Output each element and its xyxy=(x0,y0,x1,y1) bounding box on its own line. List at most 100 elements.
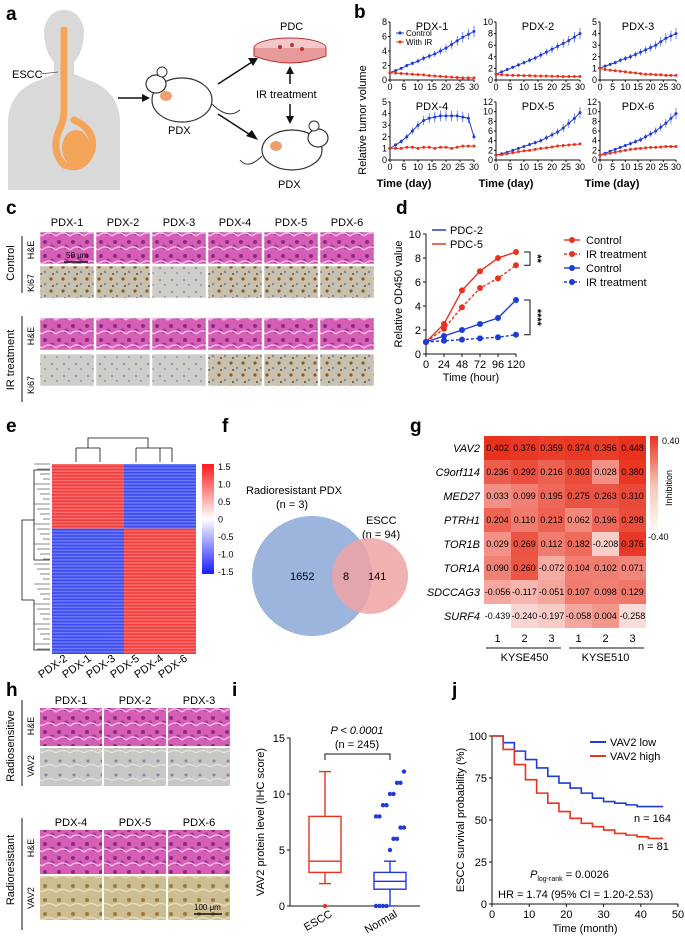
b-point-ir xyxy=(410,72,414,76)
b-point-control xyxy=(533,56,537,60)
b-point-ir xyxy=(649,145,653,149)
b-xtick-label: 15 xyxy=(427,162,437,172)
b-point-control xyxy=(669,34,673,38)
pdc-label: PDC xyxy=(280,21,303,33)
h-micrograph-image xyxy=(40,708,102,746)
b-point-control xyxy=(623,144,627,147)
g-heat-value: 0.298 xyxy=(621,515,644,525)
g-scale-bot: -0.40 xyxy=(648,532,669,542)
d-series-line xyxy=(425,334,517,343)
e-heatmap-stripe xyxy=(52,644,196,647)
e-scale-tick: -1.0 xyxy=(218,550,234,560)
h-micrograph-image xyxy=(104,748,166,786)
j-ylabel: ESCC survival probability (%) xyxy=(455,748,467,892)
b-point-control xyxy=(544,136,548,140)
h-col-label: PDX-6 xyxy=(183,817,215,829)
c-micrograph-image xyxy=(207,231,263,265)
b-point-control xyxy=(422,119,426,123)
b-ytick-label: 8 xyxy=(488,29,493,39)
b-point-ir xyxy=(608,151,612,155)
e-heatmap-stripe xyxy=(52,521,196,523)
b-point-control xyxy=(633,140,637,144)
b-line-control xyxy=(389,30,475,74)
b-point-control xyxy=(444,46,448,50)
g-heat-cell xyxy=(511,532,538,556)
b-point-ir xyxy=(450,75,454,79)
b-point-control xyxy=(561,126,565,130)
e-heatmap-stripe xyxy=(52,492,196,495)
b-point-ir xyxy=(578,142,582,146)
b-point-control xyxy=(623,57,627,61)
pdx-label-2: PDX xyxy=(278,179,301,191)
b-point-control xyxy=(433,52,437,56)
c-micrograph-image xyxy=(207,317,263,351)
b-point-ir xyxy=(633,71,637,75)
b-xtick-label: 25 xyxy=(455,82,465,92)
b-point-ir xyxy=(644,72,648,76)
j-km-curve xyxy=(492,735,664,840)
b-point-ir xyxy=(466,144,470,148)
b-point-control xyxy=(572,116,576,120)
d-point xyxy=(513,297,519,303)
h-col-label: PDX-5 xyxy=(119,817,151,829)
e-heatmap-stripe xyxy=(52,650,196,653)
b-point-control xyxy=(544,50,548,54)
b-point-control xyxy=(466,116,470,120)
e-heatmap-stripe xyxy=(52,555,196,558)
e-heatmap-cell xyxy=(172,528,196,654)
b-subplot-title: PDX-3 xyxy=(622,21,654,33)
b-point-ir xyxy=(628,147,632,151)
g-gene-label: TOR1B xyxy=(444,539,480,551)
b-xtick-label: 20 xyxy=(547,82,557,92)
g-rep-label: 3 xyxy=(548,633,554,645)
e-heatmap-stripe xyxy=(52,464,196,466)
h-row-he-1: H&E xyxy=(26,717,36,736)
b-point-control xyxy=(628,55,632,59)
b-point-control xyxy=(405,135,409,139)
b-point-control xyxy=(450,42,454,46)
panel-c: Control IR treatment H&E Ki67 H&E Ki67 P… xyxy=(5,217,375,402)
b-ytick-label: 6 xyxy=(382,32,387,42)
b-point-ir xyxy=(654,73,658,77)
c-micrograph-image xyxy=(39,353,95,387)
e-heatmap-stripe xyxy=(52,625,196,628)
b-subplot-title: PDX-2 xyxy=(522,21,554,33)
b-xlabel-2: Time (day) xyxy=(479,178,534,190)
g-heat-value: 0.292 xyxy=(513,467,536,477)
b-xtick-label: 25 xyxy=(561,82,571,92)
c-group-ir: IR treatment xyxy=(5,330,17,391)
b-point-ir xyxy=(669,73,673,77)
i-outlier xyxy=(322,903,328,909)
e-left-dendrogram xyxy=(33,469,50,561)
b-point-ir xyxy=(528,148,532,152)
c-col-label: PDX-4 xyxy=(219,217,251,229)
i-outlier xyxy=(373,903,379,909)
b-ytick-label: 10 xyxy=(587,107,597,117)
j-p-letter: P xyxy=(530,869,538,881)
g-rep-label: 2 xyxy=(602,633,608,645)
b-ytick-label: 2 xyxy=(488,63,493,73)
b-point-control xyxy=(556,130,560,134)
g-heat-value: 0.099 xyxy=(513,491,536,501)
b-ytick-label: 8 xyxy=(382,17,387,27)
b-line-control xyxy=(599,33,677,69)
h-micrograph-image xyxy=(104,830,166,874)
g-gene-label: C9orf114 xyxy=(436,467,480,479)
e-scale-tick: 1.5 xyxy=(218,462,231,472)
b-point-control xyxy=(472,135,476,139)
e-heatmap-stripe xyxy=(52,498,196,501)
j-ytick-label: 50 xyxy=(475,815,487,827)
e-heatmap-stripe xyxy=(52,590,196,593)
b-ytick-label: 12 xyxy=(587,97,597,107)
b-point-ir xyxy=(455,145,459,149)
b-point-ir xyxy=(516,150,520,154)
b-point-control xyxy=(613,61,617,65)
e-heatmap-stripe xyxy=(52,609,196,612)
b-ytick-label: 0 xyxy=(592,75,597,85)
panel-h: Radiosensitive Radioresistant H&E VAV2 H… xyxy=(5,695,230,930)
b-point-ir xyxy=(522,74,526,78)
i-outlier xyxy=(391,791,396,797)
g-heat-value: 0.102 xyxy=(594,563,617,573)
b-point-ir xyxy=(572,75,576,79)
b-point-control xyxy=(455,114,459,118)
